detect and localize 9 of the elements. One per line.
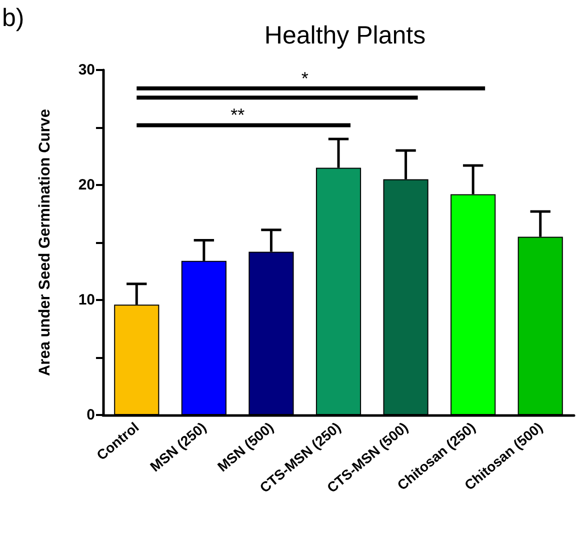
y-tick-label: 30 <box>78 62 95 78</box>
annotation: * <box>301 68 308 88</box>
text: b) <box>2 4 24 32</box>
y-tick-label: 0 <box>86 406 95 424</box>
chart-title: Healthy Plants <box>264 22 426 50</box>
annotation: ** <box>230 105 245 126</box>
y-tick-label: 20 <box>78 176 95 194</box>
y-axis-title: Area under Seed Germination Curve <box>36 108 54 376</box>
y-tick-label: 10 <box>78 292 95 308</box>
